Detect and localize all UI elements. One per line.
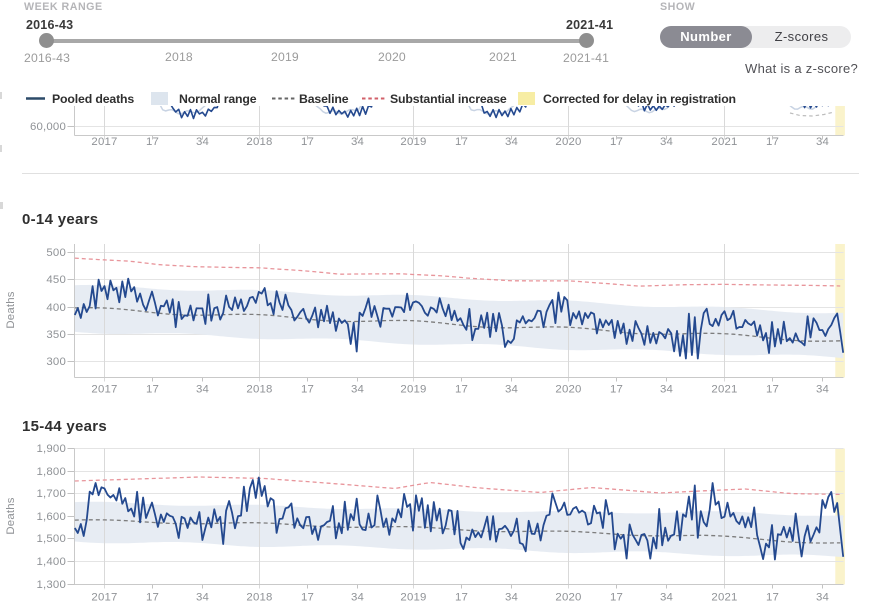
svg-text:60,000: 60,000 xyxy=(30,121,66,133)
svg-text:17: 17 xyxy=(610,592,623,604)
svg-text:2018: 2018 xyxy=(246,136,272,148)
svg-text:34: 34 xyxy=(660,136,673,148)
svg-text:1,600: 1,600 xyxy=(36,511,66,523)
svg-text:400: 400 xyxy=(46,302,66,314)
svg-text:34: 34 xyxy=(816,592,829,604)
svg-text:17: 17 xyxy=(146,384,159,396)
svg-text:2017: 2017 xyxy=(91,384,117,396)
svg-text:34: 34 xyxy=(816,136,829,148)
svg-text:Deaths: Deaths xyxy=(5,497,17,534)
svg-text:2018: 2018 xyxy=(246,592,272,604)
svg-text:350: 350 xyxy=(46,329,66,341)
svg-text:2017: 2017 xyxy=(91,136,117,148)
svg-text:34: 34 xyxy=(660,592,673,604)
svg-text:34: 34 xyxy=(196,384,209,396)
svg-text:17: 17 xyxy=(301,592,314,604)
svg-text:17: 17 xyxy=(766,136,779,148)
svg-text:34: 34 xyxy=(816,384,829,396)
svg-text:34: 34 xyxy=(351,592,364,604)
svg-text:2018: 2018 xyxy=(246,384,272,396)
svg-text:17: 17 xyxy=(610,384,623,396)
svg-text:2021: 2021 xyxy=(711,384,737,396)
svg-text:1,400: 1,400 xyxy=(36,556,66,568)
svg-text:2020: 2020 xyxy=(555,592,581,604)
svg-text:2021: 2021 xyxy=(711,592,737,604)
svg-text:1,500: 1,500 xyxy=(36,533,66,545)
svg-text:2020: 2020 xyxy=(555,136,581,148)
svg-text:2020: 2020 xyxy=(555,384,581,396)
svg-text:17: 17 xyxy=(766,592,779,604)
svg-text:34: 34 xyxy=(351,136,364,148)
svg-text:17: 17 xyxy=(455,592,468,604)
svg-text:2021: 2021 xyxy=(711,136,737,148)
svg-text:17: 17 xyxy=(455,384,468,396)
svg-text:1,300: 1,300 xyxy=(36,579,66,591)
svg-text:17: 17 xyxy=(766,384,779,396)
svg-text:34: 34 xyxy=(505,592,518,604)
svg-text:500: 500 xyxy=(46,247,66,259)
svg-text:17: 17 xyxy=(610,136,623,148)
svg-text:17: 17 xyxy=(455,136,468,148)
svg-text:17: 17 xyxy=(146,592,159,604)
svg-text:Deaths: Deaths xyxy=(5,291,17,328)
svg-text:2019: 2019 xyxy=(400,136,426,148)
svg-text:1,700: 1,700 xyxy=(36,488,66,500)
svg-text:34: 34 xyxy=(660,384,673,396)
svg-text:17: 17 xyxy=(146,136,159,148)
svg-text:2019: 2019 xyxy=(400,384,426,396)
svg-text:34: 34 xyxy=(196,136,209,148)
svg-text:450: 450 xyxy=(46,274,66,286)
svg-text:300: 300 xyxy=(46,356,66,368)
svg-text:34: 34 xyxy=(505,384,518,396)
svg-text:1,800: 1,800 xyxy=(36,466,66,478)
svg-text:2019: 2019 xyxy=(400,592,426,604)
svg-text:17: 17 xyxy=(301,136,314,148)
svg-text:34: 34 xyxy=(505,136,518,148)
svg-text:34: 34 xyxy=(196,592,209,604)
svg-text:2017: 2017 xyxy=(91,592,117,604)
svg-text:1,900: 1,900 xyxy=(36,443,66,455)
svg-text:34: 34 xyxy=(351,384,364,396)
svg-text:17: 17 xyxy=(301,384,314,396)
